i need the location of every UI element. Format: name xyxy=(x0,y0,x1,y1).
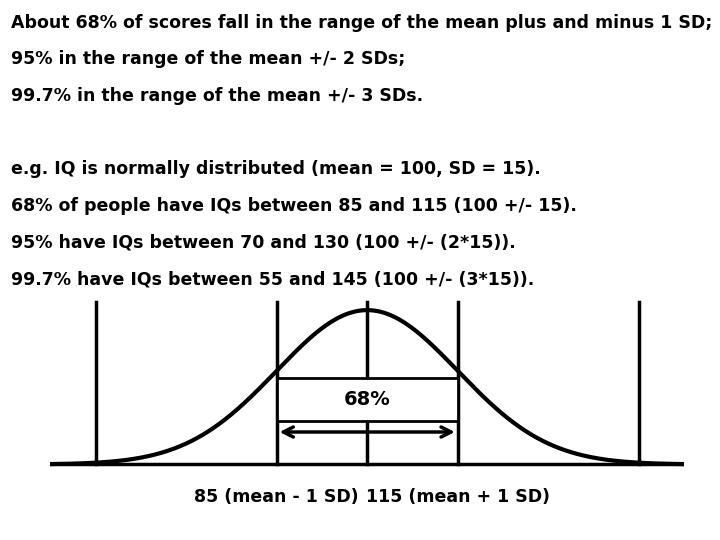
Text: 99.7% in the range of the mean +/- 3 SDs.: 99.7% in the range of the mean +/- 3 SDs… xyxy=(11,87,423,105)
Text: 95% have IQs between 70 and 130 (100 +/- (2*15)).: 95% have IQs between 70 and 130 (100 +/-… xyxy=(11,234,516,252)
Text: 95% in the range of the mean +/- 2 SDs;: 95% in the range of the mean +/- 2 SDs; xyxy=(11,50,405,68)
Text: 68%: 68% xyxy=(344,390,390,409)
Text: e.g. IQ is normally distributed (mean = 100, SD = 15).: e.g. IQ is normally distributed (mean = … xyxy=(11,160,541,178)
Text: 115 (mean + 1 SD): 115 (mean + 1 SD) xyxy=(366,488,549,505)
Bar xyxy=(276,378,458,421)
Text: 85 (mean - 1 SD): 85 (mean - 1 SD) xyxy=(194,488,359,505)
Text: About 68% of scores fall in the range of the mean plus and minus 1 SD;: About 68% of scores fall in the range of… xyxy=(11,14,712,31)
Text: 99.7% have IQs between 55 and 145 (100 +/- (3*15)).: 99.7% have IQs between 55 and 145 (100 +… xyxy=(11,271,534,288)
Text: 68% of people have IQs between 85 and 115 (100 +/- 15).: 68% of people have IQs between 85 and 11… xyxy=(11,197,577,215)
